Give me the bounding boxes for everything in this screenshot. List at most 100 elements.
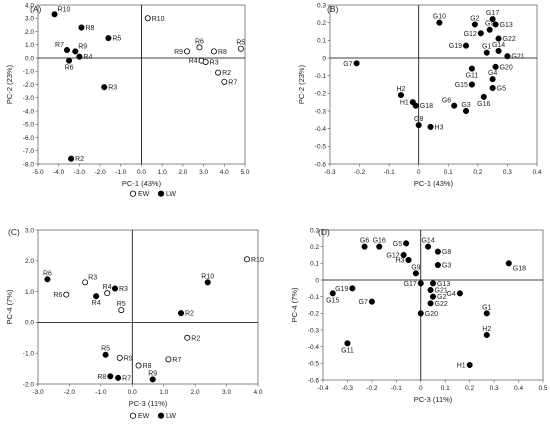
data-point: [353, 60, 360, 67]
panel-label: (C): [8, 227, 20, 237]
data-point: [101, 84, 108, 91]
point-label: R7: [122, 375, 131, 382]
point-label: G8: [442, 249, 451, 256]
data-point: [403, 240, 410, 247]
y-tick-label: -0.4: [315, 126, 327, 133]
data-point: [462, 42, 470, 49]
legend-marker: [129, 190, 137, 197]
y-tick-label: 1.0: [25, 42, 34, 49]
point-label: R4: [92, 300, 101, 307]
data-point: [63, 291, 70, 298]
point-label: R8: [218, 49, 227, 56]
point-label: R7: [172, 357, 181, 364]
x-tick-label: 0: [419, 385, 423, 392]
x-tick-label: -3.0: [32, 389, 44, 396]
point-label: R3: [108, 85, 117, 92]
point-label: G14: [492, 42, 505, 49]
x-tick-label: 1.0: [159, 389, 168, 396]
point-label: R9: [148, 370, 157, 377]
point-label: G17: [404, 281, 417, 288]
x-tick-label: 0.3: [490, 385, 499, 392]
plot-frame: [329, 4, 538, 165]
x-axis-label: PC-3 (11%): [129, 399, 168, 408]
series-ew: R10 R3 R6 R4 R5 R2 R9 R8 R7: [53, 256, 264, 370]
panel-c: -3.0 -2.0 -1.0 0.0 1.0 2.0 3.0 4.03.02.01.00.0-…: [5, 227, 264, 420]
x-tick-label: 0.5: [538, 385, 547, 392]
point-label: R9: [78, 43, 87, 50]
point-label: R8: [97, 374, 106, 381]
data-point: [405, 256, 412, 264]
data-point: [149, 376, 156, 383]
data-point: [165, 356, 172, 363]
point-label: R6: [65, 65, 74, 72]
data-point: [412, 270, 419, 277]
x-axis-label: PC-1 (43%): [414, 179, 454, 188]
point-label: R4: [103, 284, 112, 291]
data-point: [495, 35, 502, 42]
plot-frame: [37, 229, 259, 385]
point-label: G4: [447, 291, 456, 298]
point-label: H3: [396, 258, 405, 265]
y-tick-label: -0.3: [315, 108, 327, 115]
data-point: [111, 285, 119, 292]
data-point: [243, 256, 250, 263]
x-tick-label: 2.0: [178, 169, 187, 176]
point-label: R5: [236, 40, 245, 47]
point-label: R8: [143, 363, 152, 370]
point-label: G12: [386, 253, 399, 260]
point-label: R6: [195, 38, 204, 45]
panel-label: (A): [30, 4, 42, 14]
data-point: [417, 310, 424, 317]
data-point: [417, 280, 424, 287]
point-label: G15: [455, 82, 468, 89]
data-point: [400, 251, 407, 259]
y-tick-label: 0.2: [310, 244, 319, 251]
data-point: [397, 92, 405, 99]
point-label: R8: [85, 25, 94, 32]
point-label: G6: [360, 238, 369, 245]
y-tick-label: 0: [315, 277, 319, 284]
data-point: [492, 63, 499, 70]
point-label: R7: [55, 42, 64, 49]
legend-marker: [157, 412, 165, 419]
point-label: G20: [500, 64, 513, 71]
data-point: [63, 47, 71, 54]
y-tick-label: 0.2: [317, 20, 326, 27]
y-tick-label: -3.0: [23, 95, 35, 102]
y-tick-label: -6.0: [23, 135, 35, 142]
y-tick-label: 2.0: [25, 258, 34, 265]
data-point: [480, 93, 487, 100]
y-tick-label: -8.0: [23, 161, 35, 168]
y-tick-label: -0.2: [308, 311, 320, 318]
data-point: [118, 307, 125, 314]
y-axis-label: PC-2 (23%): [297, 64, 306, 104]
x-tick-label: 0.1: [444, 169, 453, 176]
legend-marker: [129, 412, 137, 419]
point-label: R6: [53, 292, 62, 299]
point-label: G5: [497, 86, 506, 93]
point-label: G16: [477, 101, 490, 108]
data-point: [104, 290, 111, 297]
data-point: [68, 155, 75, 162]
point-label: G8: [414, 116, 423, 123]
x-tick-label: 0.0: [137, 169, 146, 176]
legend: EW LW: [129, 412, 176, 420]
legend-label: EW: [138, 191, 150, 198]
point-label: G13: [500, 22, 513, 29]
y-tick-label: 0.0: [25, 320, 34, 327]
point-label: G3: [461, 102, 470, 109]
x-tick-label: 3.0: [222, 389, 231, 396]
point-label: G19: [449, 43, 462, 50]
y-axis-label: PC-4 (7%): [5, 289, 14, 325]
data-point: [105, 35, 112, 42]
x-tick-label: 0.3: [503, 169, 512, 176]
point-label: G9: [411, 264, 420, 271]
panel-d: -0.4 -0.3 -0.2 -0.1 0 0.1 0.2 0.3 0.4 0.5 0.3 0.2 0.…: [290, 227, 548, 404]
y-tick-label: -2.0: [23, 381, 35, 388]
data-point: [237, 45, 244, 52]
point-label: G16: [373, 238, 386, 245]
point-label: H3: [435, 124, 444, 131]
y-tick-label: 0.1: [310, 261, 319, 268]
